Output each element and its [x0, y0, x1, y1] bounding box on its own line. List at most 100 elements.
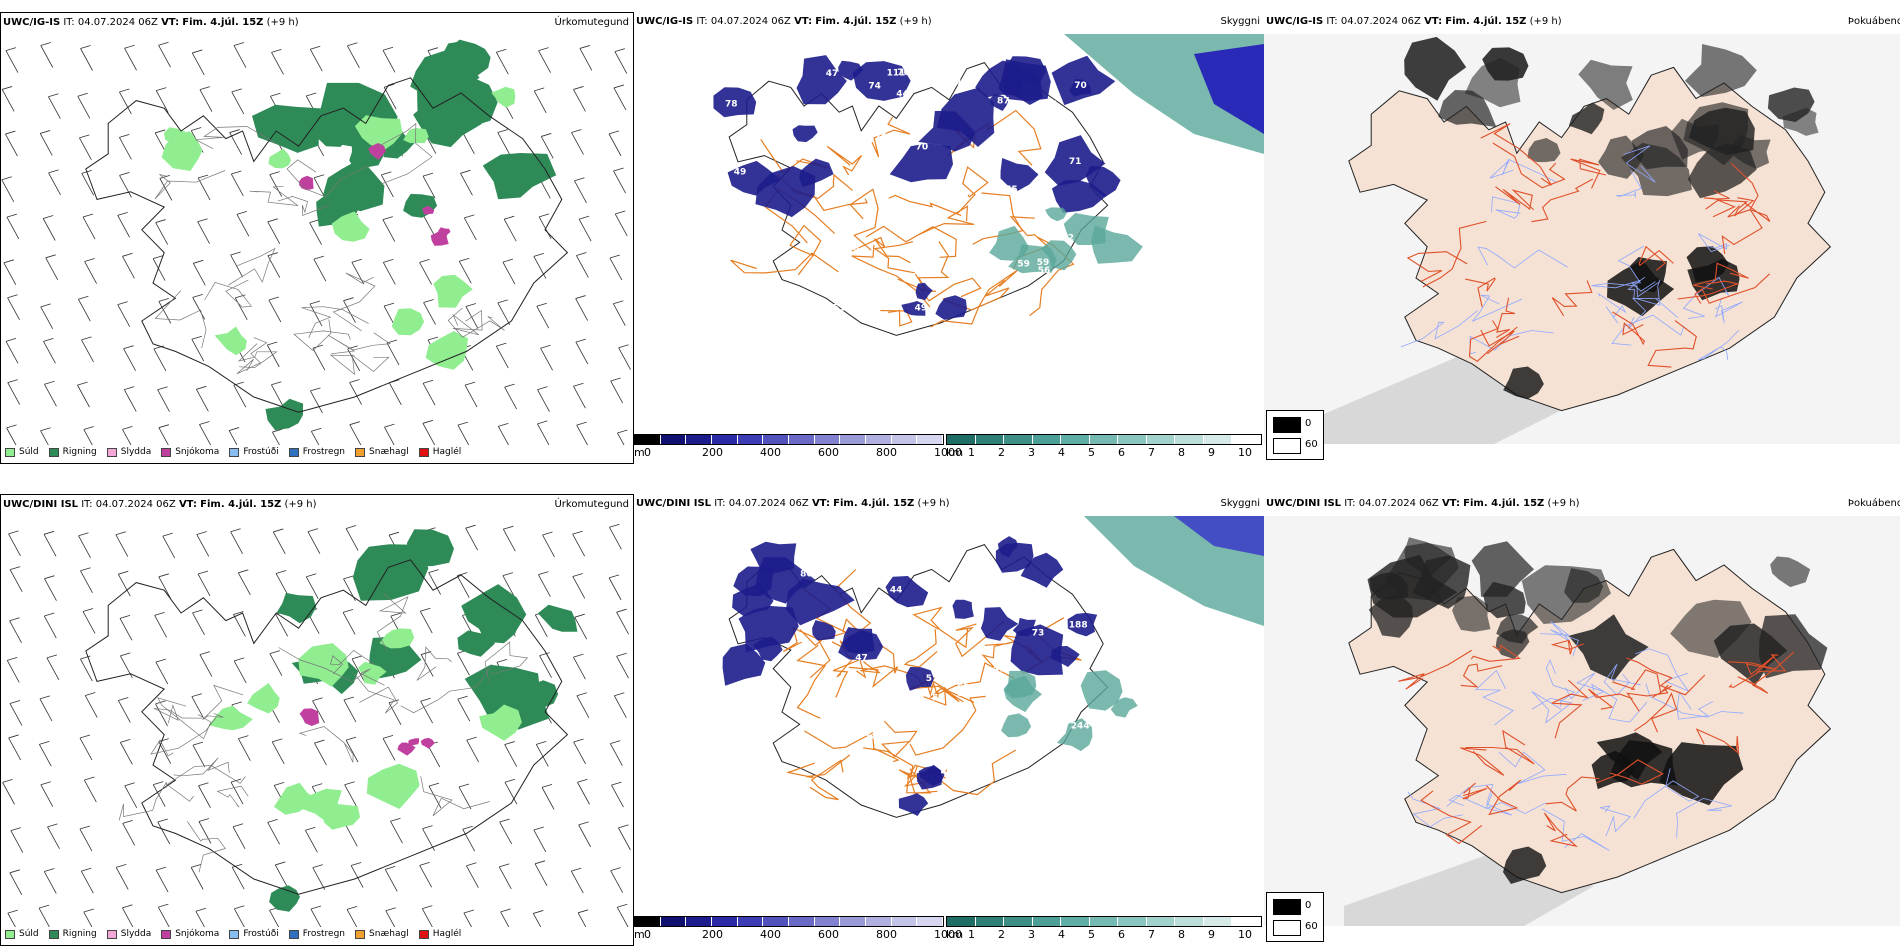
wind-barb: [196, 389, 209, 412]
cloud-base-area: [1010, 624, 1064, 676]
legend-label: Frostúði: [243, 929, 279, 939]
wind-barb-flag: [502, 258, 514, 263]
wind-barb-flag: [572, 530, 583, 535]
wind-barb-flag: [613, 300, 624, 305]
panel-title: Skyggni: [1220, 498, 1260, 509]
wind-barb: [6, 216, 20, 240]
fog-area: [1596, 732, 1663, 781]
wind-barb: [237, 572, 251, 596]
fog-area: [1591, 750, 1634, 790]
cloud-base-label: 49: [876, 578, 889, 588]
cloud-base-label: 43: [875, 127, 888, 137]
road-line: [1591, 279, 1659, 298]
road-line: [278, 647, 385, 686]
wind-barb-flag: [9, 617, 20, 622]
fog-area: [1483, 581, 1526, 619]
wind-barb: [609, 743, 623, 766]
precip-map: [1, 39, 631, 445]
cloud-base-label: 57: [926, 674, 939, 684]
cloud-base-area: [1085, 165, 1121, 198]
wind-barb: [384, 869, 398, 892]
wind-barb: [275, 614, 289, 637]
wind-barb: [271, 52, 284, 75]
cloud-base-label: 55: [773, 123, 786, 133]
colorbar-step: [891, 917, 918, 926]
fog-area: [1503, 366, 1544, 400]
wind-barb: [385, 910, 396, 927]
road-line: [871, 116, 911, 158]
wind-barb-flag: [615, 210, 626, 215]
iceland-coastline: [85, 77, 569, 413]
wind-barb: [122, 256, 135, 279]
wind-barb: [269, 910, 280, 927]
wind-barb: [83, 429, 93, 445]
cloud-base-label: 56: [1038, 266, 1051, 276]
drizzle-area: [425, 331, 468, 370]
wind-barb: [122, 429, 132, 445]
road-line: [987, 109, 1042, 166]
road-line: [1626, 657, 1706, 696]
wind-barb: [274, 864, 288, 888]
wind-barb-flag: [573, 86, 584, 90]
wind-barb: [351, 658, 365, 682]
road-line: [1496, 297, 1516, 338]
wind-barb-flag: [496, 659, 508, 663]
colorbar-step: [1203, 917, 1233, 926]
wind-barb: [6, 427, 17, 445]
wind-barb-flag: [388, 531, 400, 536]
cloud-base-label: 47: [901, 110, 914, 120]
low-visibility-area: [1045, 207, 1067, 222]
wind-barb-flag: [43, 215, 54, 219]
road-line: [1728, 654, 1787, 688]
wind-barb-flag: [231, 170, 242, 175]
wind-barb: [384, 426, 395, 445]
wind-barb: [123, 348, 136, 371]
wind-barb: [502, 575, 516, 598]
wind-barb: [465, 306, 479, 329]
wind-barb-flag: [192, 49, 203, 54]
cloud-base-panel-row1: UWC/IG-IS IT: 04.07.2024 06Z VT: Fim. 4.…: [634, 12, 1264, 464]
panel-title: Þokuábendi: [1847, 498, 1900, 509]
wind-barb: [466, 865, 479, 888]
cloud-base-area: [898, 793, 929, 816]
visibility-tick: 4: [1058, 928, 1065, 941]
road-line: [789, 224, 822, 276]
colorbar-step: [1232, 917, 1262, 926]
wind-barb: [382, 50, 396, 73]
colorbar-step: [1032, 917, 1062, 926]
fog-legend-low: 0: [1305, 418, 1312, 429]
wind-barbs: [1, 41, 631, 445]
legend-item-3: Snjókoma: [161, 447, 219, 457]
wind-barb: [428, 572, 441, 595]
wind-barb: [48, 172, 61, 196]
fog-map: [1264, 516, 1900, 926]
wind-barb-flag: [579, 215, 590, 220]
wind-barb: [80, 658, 93, 682]
wind-barb-flag: [162, 532, 173, 537]
wind-barb: [347, 348, 361, 372]
cloud-base-area: [786, 578, 855, 626]
road-line: [1545, 776, 1600, 812]
wind-barb: [268, 299, 282, 323]
wind-barb-flag: [158, 41, 169, 46]
cloud-base-area: [727, 160, 781, 196]
wind-barb: [9, 872, 23, 895]
road-line: [880, 720, 918, 758]
cloud-base-label: 188: [1069, 621, 1088, 631]
wind-barb-flag: [538, 213, 550, 218]
road-line: [1545, 659, 1576, 707]
cloud-base-area: [980, 607, 1019, 641]
road-line: [1645, 683, 1744, 718]
wind-barb: [119, 175, 132, 198]
low-visibility-area: [1040, 240, 1077, 271]
wind-barb-flag: [457, 572, 468, 577]
cloud-base-label: 37: [827, 313, 840, 323]
wind-barb: [233, 384, 247, 408]
colorbar-step: [917, 435, 944, 444]
drizzle-area: [491, 86, 516, 108]
wind-barb-flag: [314, 739, 325, 744]
drizzle-area: [391, 308, 425, 336]
vt-value: Fim. 4.júl. 15Z: [1445, 16, 1527, 27]
wind-barb-flag: [343, 575, 354, 580]
wind-barb: [309, 222, 322, 245]
